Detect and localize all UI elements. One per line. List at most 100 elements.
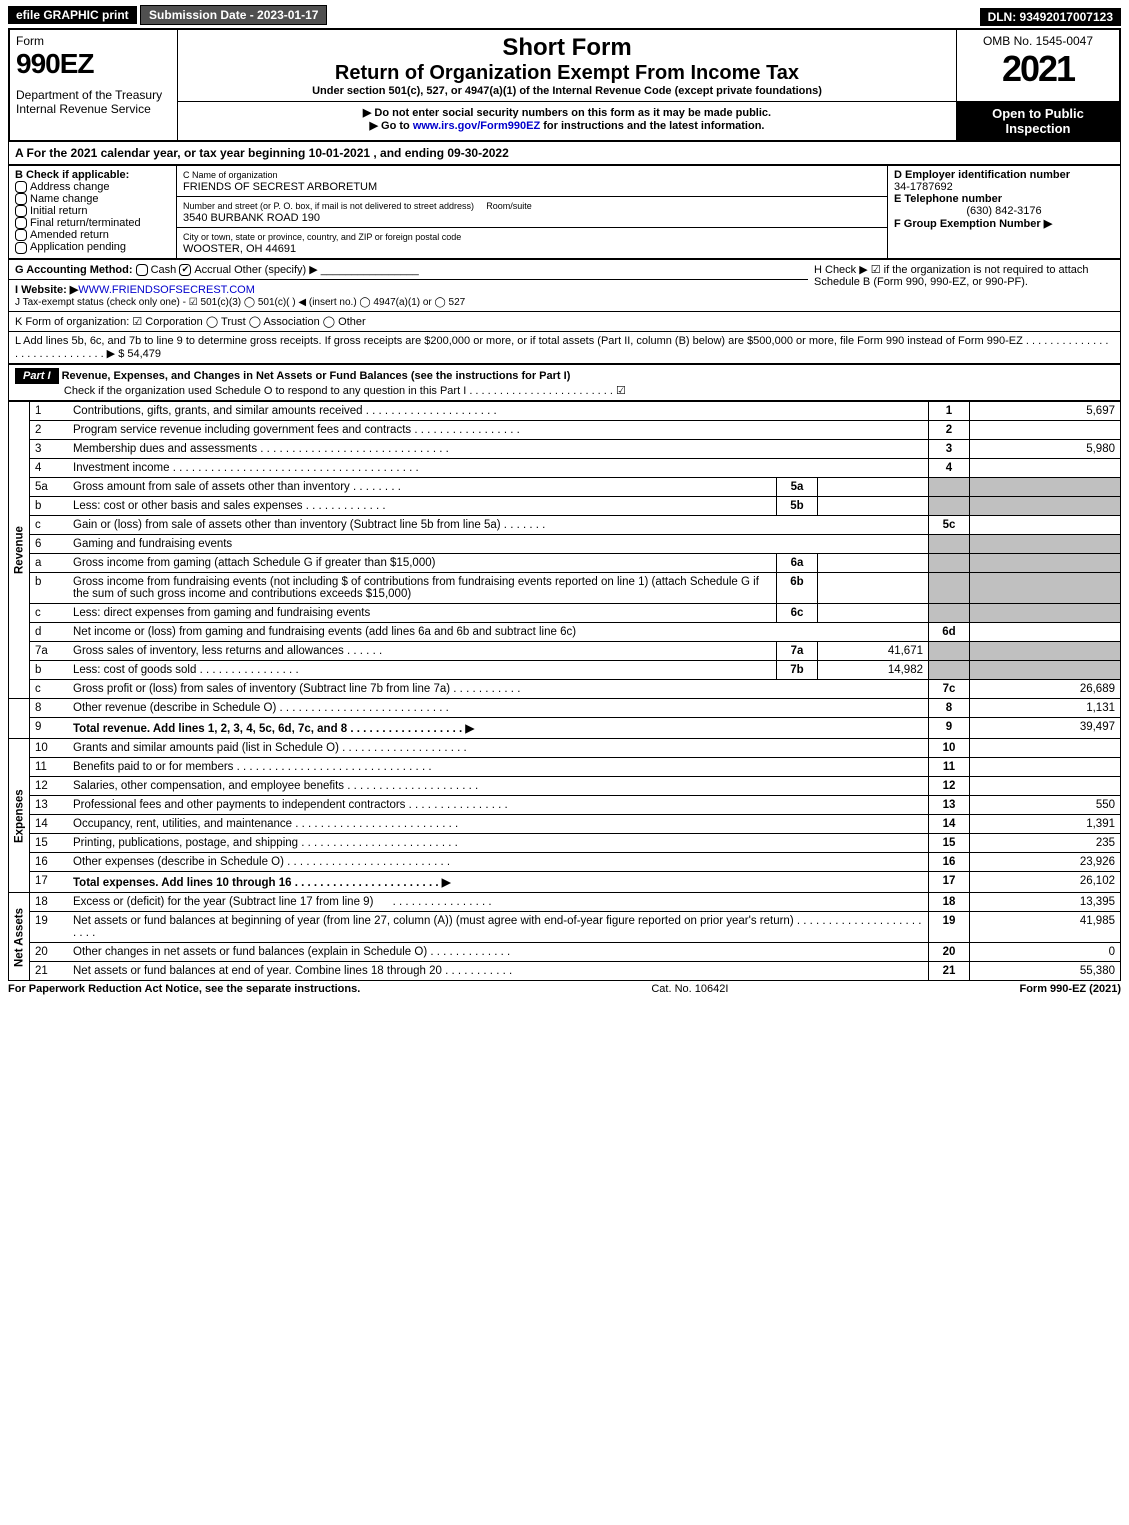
ghijkl-block: G Accounting Method: Cash Accrual Other … (8, 259, 1121, 364)
line-6-shade (929, 535, 970, 554)
line-9-desc: Total revenue. Add lines 1, 2, 3, 4, 5c,… (73, 723, 474, 735)
irs-link[interactable]: www.irs.gov/Form990EZ (413, 120, 540, 132)
opt-initial-return: Initial return (30, 205, 87, 217)
line-6c-num: c (30, 604, 69, 623)
line-16-val: 23,926 (970, 853, 1121, 872)
c-addr-label: Number and street (or P. O. box, if mail… (183, 201, 474, 211)
line-5c-rn: 5c (929, 516, 970, 535)
submission-date: Submission Date - 2023-01-17 (140, 5, 327, 25)
line-17-val: 26,102 (970, 872, 1121, 893)
efile-print-label[interactable]: efile GRAPHIC print (8, 6, 137, 24)
opt-address-change: Address change (30, 181, 110, 193)
line-7b-rshade (970, 661, 1121, 680)
line-15-rn: 15 (929, 834, 970, 853)
g-accrual: Accrual (194, 264, 231, 276)
line-5b-mv (818, 497, 929, 516)
line-12-rn: 12 (929, 777, 970, 796)
footer: For Paperwork Reduction Act Notice, see … (8, 983, 1121, 995)
ein-value: 34-1787692 (894, 181, 953, 193)
line-7a-mv: 41,671 (818, 642, 929, 661)
line-21-num: 21 (30, 962, 69, 981)
check-final-return[interactable] (15, 217, 27, 229)
line-7c-val: 26,689 (970, 680, 1121, 699)
line-6a-rshade (970, 554, 1121, 573)
website-link[interactable]: WWW.FRIENDSOFSECREST.COM (78, 284, 255, 296)
phone-value: (630) 842-3176 (894, 205, 1114, 217)
line-13-rn: 13 (929, 796, 970, 815)
line-7b-shade (929, 661, 970, 680)
line-13-desc: Professional fees and other payments to … (73, 799, 405, 811)
line-4-num: 4 (30, 459, 69, 478)
check-initial-return[interactable] (15, 205, 27, 217)
open-to-public: Open to Public Inspection (957, 102, 1121, 142)
line-9-rn: 9 (929, 718, 970, 739)
line-9-num: 9 (30, 718, 69, 739)
line-13-val: 550 (970, 796, 1121, 815)
line-10-val (970, 739, 1121, 758)
check-amended-return[interactable] (15, 229, 27, 241)
opt-amended-return: Amended return (30, 229, 109, 241)
line-13-num: 13 (30, 796, 69, 815)
footer-right: Form 990-EZ (2021) (1019, 983, 1121, 995)
check-address-change[interactable] (15, 181, 27, 193)
city-state-zip: WOOSTER, OH 44691 (183, 243, 296, 255)
line-5b-rshade (970, 497, 1121, 516)
check-application-pending[interactable] (15, 242, 27, 254)
line-16-num: 16 (30, 853, 69, 872)
line-7b-mv: 14,982 (818, 661, 929, 680)
line-19-desc: Net assets or fund balances at beginning… (73, 915, 794, 927)
line-18-val: 13,395 (970, 893, 1121, 912)
line-1-val: 5,697 (970, 402, 1121, 421)
line-8-desc: Other revenue (describe in Schedule O) (73, 702, 276, 714)
line-5b-desc: Less: cost or other basis and sales expe… (73, 500, 303, 512)
org-name: FRIENDS OF SECREST ARBORETUM (183, 181, 377, 193)
line-6a-mv (818, 554, 929, 573)
line-14-val: 1,391 (970, 815, 1121, 834)
line-6a-mn: 6a (777, 554, 818, 573)
opt-application-pending: Application pending (30, 241, 126, 253)
line-14-desc: Occupancy, rent, utilities, and maintena… (73, 818, 292, 830)
line-8-val: 1,131 (970, 699, 1121, 718)
d-ein-label: D Employer identification number (894, 169, 1070, 181)
calendar-year-line: A For the 2021 calendar year, or tax yea… (8, 142, 1121, 165)
line-5b-mn: 5b (777, 497, 818, 516)
check-accrual[interactable] (179, 264, 191, 276)
line-6c-shade (929, 604, 970, 623)
line-6a-shade (929, 554, 970, 573)
part1-header: Part I Revenue, Expenses, and Changes in… (8, 364, 1121, 401)
line-14-rn: 14 (929, 815, 970, 834)
omb-number: OMB No. 1545-0047 (963, 34, 1113, 48)
line-6b-desc: Gross income from fundraising events (no… (68, 573, 777, 604)
j-tax-exempt: J Tax-exempt status (check only one) - ☑… (15, 297, 465, 308)
line-10-num: 10 (30, 739, 69, 758)
check-name-change[interactable] (15, 193, 27, 205)
opt-final-return: Final return/terminated (30, 217, 141, 229)
top-bar: efile GRAPHIC print Submission Date - 20… (8, 8, 1121, 26)
line-20-rn: 20 (929, 943, 970, 962)
line-3-desc: Membership dues and assessments (73, 443, 257, 455)
opt-name-change: Name change (30, 193, 99, 205)
goto-instruction: ▶ Go to www.irs.gov/Form990EZ for instru… (370, 120, 765, 132)
line-17-desc: Total expenses. Add lines 10 through 16 … (73, 877, 451, 889)
line-9-val: 39,497 (970, 718, 1121, 739)
line-10-desc: Grants and similar amounts paid (list in… (73, 742, 339, 754)
c-name-label: C Name of organization (183, 170, 278, 180)
part1-label: Part I (15, 368, 59, 384)
line-6d-rn: 6d (929, 623, 970, 642)
line-5c-desc: Gain or (loss) from sale of assets other… (73, 519, 501, 531)
under-section: Under section 501(c), 527, or 4947(a)(1)… (184, 85, 950, 97)
tax-year: 2021 (963, 48, 1113, 90)
line-11-val (970, 758, 1121, 777)
line-7a-mn: 7a (777, 642, 818, 661)
line-6b-rshade (970, 573, 1121, 604)
line-6-desc: Gaming and fundraising events (68, 535, 929, 554)
line-7c-num: c (30, 680, 69, 699)
line-11-desc: Benefits paid to or for members (73, 761, 233, 773)
e-phone-label: E Telephone number (894, 193, 1002, 205)
line-6a-num: a (30, 554, 69, 573)
line-5b-shade (929, 497, 970, 516)
b-label: B Check if applicable: (15, 169, 129, 181)
line-6d-desc: Net income or (loss) from gaming and fun… (68, 623, 929, 642)
form-label: Form (16, 34, 171, 48)
check-cash[interactable] (136, 264, 148, 276)
